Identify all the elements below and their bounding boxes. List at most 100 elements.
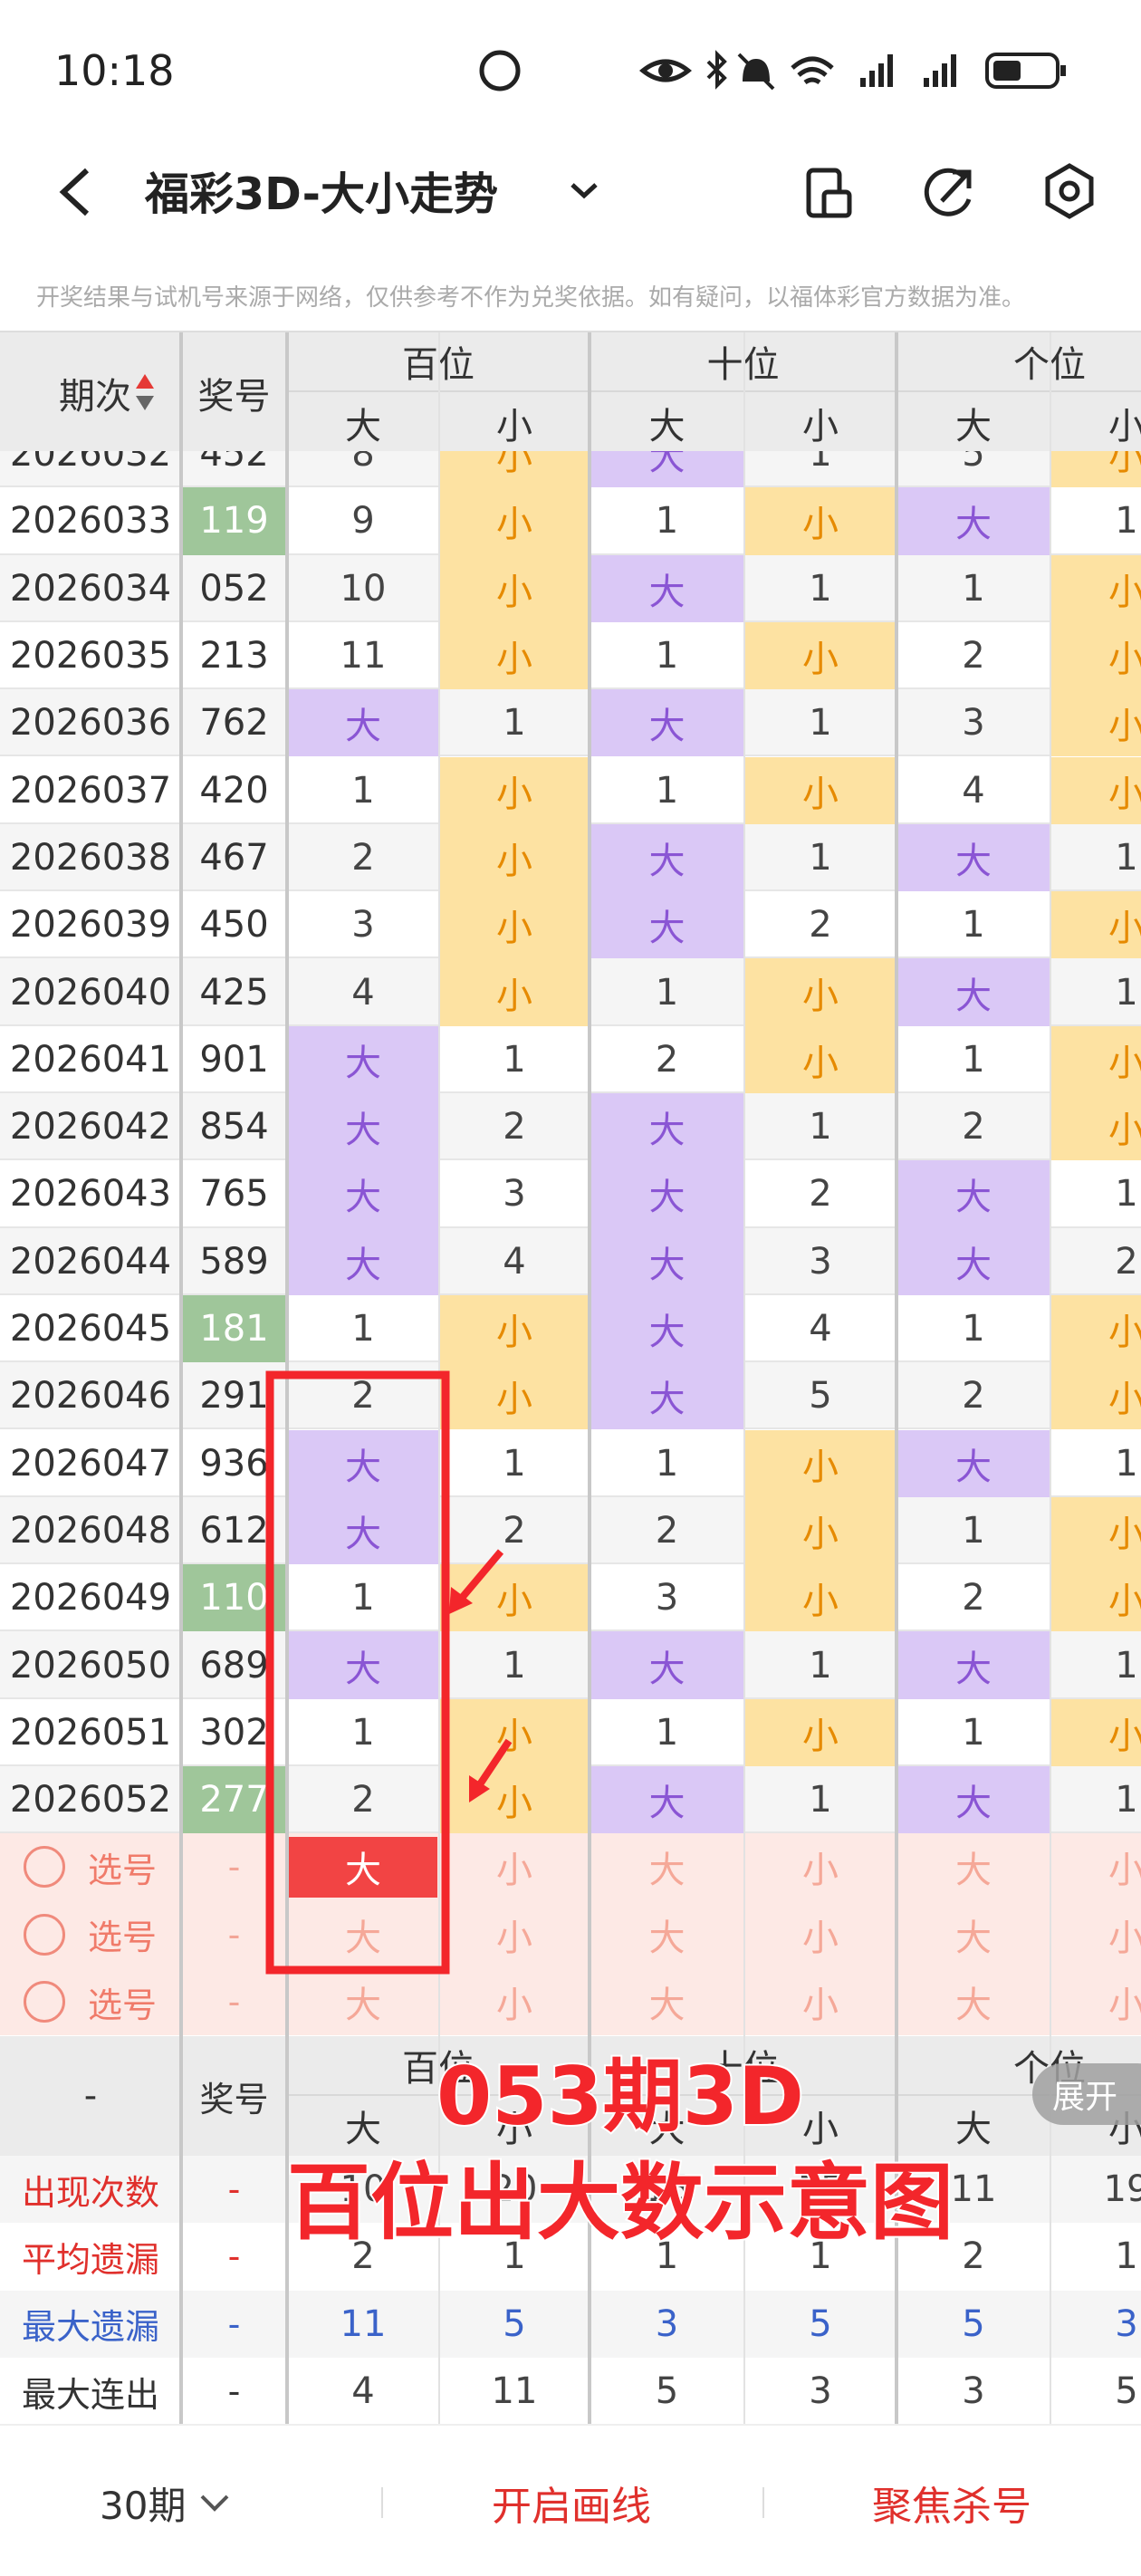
trend-cell: 2 bbox=[503, 1509, 526, 1552]
pick-cell[interactable]: 小 bbox=[802, 1985, 839, 2027]
trend-cell: 小 bbox=[439, 1294, 590, 1363]
notice: 开奖结果与试机号来源于网络，仅供参考不作为兑奖依据。如有疑问，以福体彩官方数据为… bbox=[36, 284, 1026, 312]
pick-circle[interactable] bbox=[24, 1846, 65, 1889]
trend-cell: 1 bbox=[962, 1711, 985, 1754]
trend-cell: 大 bbox=[896, 1227, 1050, 1295]
share-icon[interactable] bbox=[924, 168, 972, 216]
table-row bbox=[0, 1496, 1141, 1565]
sub-header: 大 bbox=[955, 2109, 992, 2150]
trend-cell: 小 bbox=[1050, 1698, 1141, 1766]
trend-cell: 大 bbox=[287, 689, 439, 757]
pick-row bbox=[0, 1900, 1141, 1968]
trend-cell: 大 bbox=[590, 1227, 744, 1295]
stats-value: 11 bbox=[340, 2302, 387, 2345]
column-divider bbox=[743, 451, 745, 2036]
stats-header-bg bbox=[0, 2036, 1141, 2156]
period-select[interactable]: 30期 bbox=[100, 2471, 281, 2534]
draw-number: 119 bbox=[181, 487, 287, 555]
sub-header: 大 bbox=[648, 405, 686, 447]
pick-cell[interactable]: 大 bbox=[955, 1985, 992, 2027]
sort-icon[interactable] bbox=[134, 372, 156, 412]
status-time: 10:18 bbox=[54, 46, 175, 95]
trend-cell: 大 bbox=[590, 451, 744, 488]
pick-cell[interactable]: 大 bbox=[345, 1985, 381, 2027]
pick-cell[interactable]: 小 bbox=[802, 1917, 839, 1959]
trend-cell: 1 bbox=[809, 836, 832, 879]
trend-cell: 小 bbox=[1050, 1025, 1141, 1093]
trend-cell: 小 bbox=[1050, 1362, 1141, 1430]
settings-icon[interactable] bbox=[1045, 163, 1094, 219]
trend-cell: 小 bbox=[439, 1766, 590, 1834]
period: 2026043 bbox=[9, 1173, 172, 1216]
trend-cell: 大 bbox=[590, 689, 744, 757]
column-divider bbox=[743, 332, 745, 453]
trend-cell: 小 bbox=[439, 554, 590, 622]
trend-cell: 小 bbox=[439, 1362, 590, 1430]
pick-cell[interactable]: 大 bbox=[648, 1985, 686, 2027]
pick-cell[interactable]: 小 bbox=[496, 1917, 532, 1959]
annotation-title: 053期3D bbox=[436, 2050, 804, 2143]
pick-cell[interactable]: 大 bbox=[955, 1850, 992, 1892]
draw-number: 689 bbox=[199, 1644, 269, 1687]
trend-cell: 小 bbox=[1050, 451, 1141, 488]
draw-line-button[interactable]: 开启画线 bbox=[492, 2484, 651, 2530]
trend-cell: 3 bbox=[503, 1173, 526, 1216]
number-header: 奖号 bbox=[197, 375, 271, 418]
draw-number: 901 bbox=[199, 1038, 269, 1081]
pick-cell[interactable]: 大 bbox=[648, 1917, 686, 1959]
stats-value: 1 bbox=[1115, 2235, 1138, 2278]
trend-cell: 小 bbox=[1050, 1093, 1141, 1161]
pick-cell[interactable]: 小 bbox=[496, 1985, 532, 2027]
pick-cell[interactable]: 大 bbox=[955, 1917, 992, 1959]
draw-number: 425 bbox=[199, 971, 269, 1014]
trend-cell: 1 bbox=[655, 769, 679, 812]
pick-cell[interactable]: 小 bbox=[496, 1850, 532, 1892]
stats-value: 3 bbox=[962, 2370, 985, 2413]
trend-cell: 10 bbox=[340, 567, 387, 610]
column-divider bbox=[179, 2036, 183, 2424]
stats-value: 5 bbox=[503, 2302, 526, 2345]
annotation-subtitle: 百位出大数示意图 bbox=[287, 2154, 954, 2251]
stats-row bbox=[0, 2156, 1141, 2224]
period: 2026050 bbox=[9, 1644, 172, 1687]
draw-number: 452 bbox=[199, 451, 269, 476]
trend-cell: 1 bbox=[351, 1711, 375, 1754]
trend-cell: 大 bbox=[590, 1631, 744, 1699]
column-divider bbox=[438, 2036, 440, 2424]
pick-label: 选号 bbox=[87, 1918, 157, 1958]
pick-cell[interactable]: 小 bbox=[802, 1850, 839, 1892]
pick-circle[interactable] bbox=[24, 1913, 65, 1956]
stats-value: 10 bbox=[340, 2168, 387, 2211]
trend-cell: 大 bbox=[590, 1160, 744, 1228]
pick-cell[interactable]: 大 bbox=[648, 1850, 686, 1892]
pick-circle[interactable] bbox=[24, 1980, 65, 2023]
focus-kill-button[interactable]: 聚焦杀号 bbox=[872, 2484, 1031, 2530]
period: 2026036 bbox=[9, 702, 172, 745]
period: 2026048 bbox=[9, 1509, 172, 1552]
stats-value: 5 bbox=[809, 2302, 832, 2345]
expand-button[interactable]: 展开 bbox=[1032, 2063, 1141, 2125]
trend-cell: 2 bbox=[1115, 1240, 1138, 1283]
device-icon[interactable] bbox=[806, 168, 852, 218]
pick-cell[interactable]: 小 bbox=[1108, 1985, 1141, 2027]
title-dropdown[interactable] bbox=[570, 183, 598, 199]
trend-cell: 1 bbox=[809, 702, 832, 745]
back-button[interactable] bbox=[59, 168, 90, 216]
pick-cell[interactable]: 小 bbox=[1108, 1850, 1141, 1892]
column-divider bbox=[285, 451, 289, 2036]
pick-cell[interactable]: 大 bbox=[345, 1917, 381, 1959]
trend-table-body: 2026032 452 8 小大 1 5 小 2026033 119 9 小 1 小大 1 2026034 0… bbox=[0, 451, 1141, 2036]
column-divider bbox=[285, 332, 289, 453]
trend-cell: 大 bbox=[590, 891, 744, 959]
pick-cell[interactable]: 小 bbox=[1108, 1917, 1141, 1959]
column-divider bbox=[1050, 451, 1051, 2036]
trend-cell: 大 bbox=[287, 1429, 439, 1497]
trend-cell: 小 bbox=[439, 756, 590, 824]
pick-label: 选号 bbox=[87, 1985, 157, 2025]
pick-cell[interactable]: 大 bbox=[289, 1837, 437, 1898]
trend-cell: 小 bbox=[439, 1698, 590, 1766]
trend-cell: 3 bbox=[809, 1240, 832, 1283]
stats-label-header: - bbox=[83, 2075, 98, 2117]
period-header[interactable]: 期次 bbox=[59, 375, 131, 418]
sub-header: 大 bbox=[345, 405, 381, 447]
